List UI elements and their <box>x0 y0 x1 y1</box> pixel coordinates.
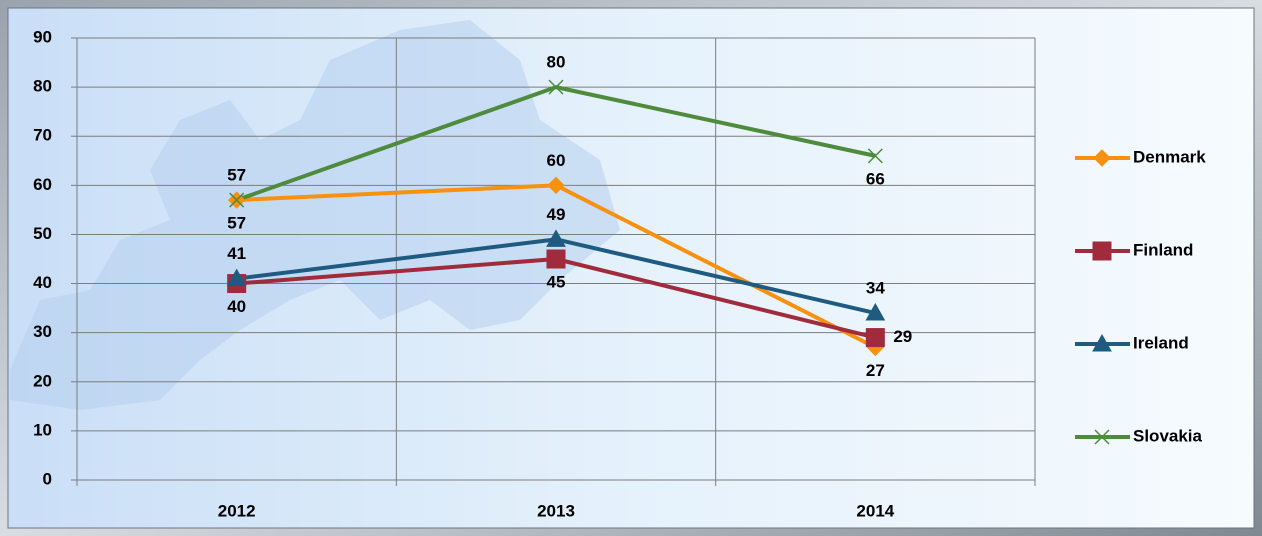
legend-label: Slovakia <box>1133 426 1203 445</box>
data-label: 34 <box>866 279 885 298</box>
y-tick-label: 10 <box>33 420 52 439</box>
y-tick-label: 80 <box>33 77 52 96</box>
legend-label: Ireland <box>1133 333 1189 352</box>
y-tick-label: 0 <box>43 469 52 488</box>
marker <box>867 148 883 164</box>
data-label: 80 <box>547 53 566 72</box>
marker <box>546 229 566 247</box>
data-label: 41 <box>227 244 246 263</box>
y-tick-label: 90 <box>33 27 52 46</box>
y-tick-label: 70 <box>33 126 52 145</box>
y-tick-label: 30 <box>33 322 52 341</box>
marker <box>1092 333 1112 352</box>
data-label: 60 <box>547 151 566 170</box>
marker <box>548 79 564 95</box>
marker <box>1093 149 1111 167</box>
x-tick-label: 2013 <box>537 501 575 520</box>
data-label: 40 <box>227 297 246 316</box>
data-label: 27 <box>866 361 885 380</box>
marker <box>865 328 885 348</box>
data-label: 49 <box>547 205 566 224</box>
data-label: 29 <box>893 327 912 346</box>
legend-label: Finland <box>1133 240 1193 259</box>
data-label: 57 <box>227 166 246 185</box>
y-tick-label: 20 <box>33 371 52 390</box>
marker <box>226 268 247 287</box>
marker <box>546 249 566 269</box>
marker <box>1094 429 1110 445</box>
legend-label: Denmark <box>1133 147 1206 166</box>
x-tick-label: 2014 <box>856 501 894 520</box>
y-tick-label: 50 <box>33 224 52 243</box>
y-tick-label: 60 <box>33 175 52 194</box>
data-label: 45 <box>547 272 566 291</box>
marker <box>547 176 565 195</box>
x-tick-label: 2012 <box>218 501 256 520</box>
marker <box>865 303 886 321</box>
marker <box>229 192 245 208</box>
legend: Denmark Finland Ireland Slovakia <box>1075 147 1206 445</box>
y-tick-label: 40 <box>33 273 52 292</box>
marker <box>1092 241 1112 261</box>
data-label: 66 <box>866 169 885 188</box>
data-label: 57 <box>227 214 246 233</box>
